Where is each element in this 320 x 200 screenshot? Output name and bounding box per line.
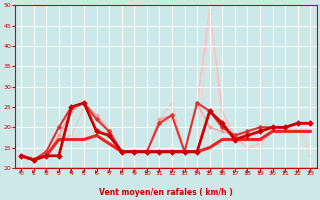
X-axis label: Vent moyen/en rafales ( km/h ): Vent moyen/en rafales ( km/h ) — [99, 188, 233, 197]
